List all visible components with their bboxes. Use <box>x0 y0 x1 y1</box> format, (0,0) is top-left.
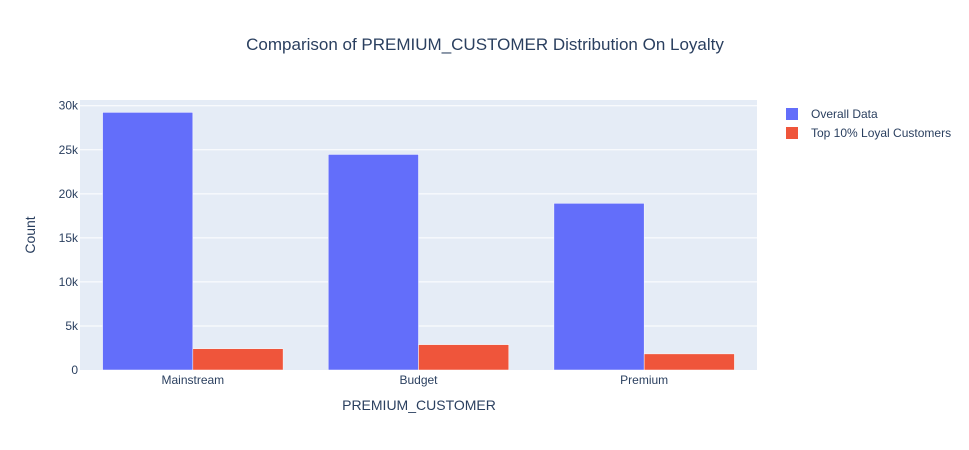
legend-swatch[interactable] <box>786 127 798 139</box>
legend-label[interactable]: Overall Data <box>811 107 878 121</box>
x-tick-label: Premium <box>620 373 668 387</box>
bar-budget-series-0[interactable] <box>327 154 419 371</box>
y-tick-label: 25k <box>59 143 79 157</box>
bar-premium-series-0[interactable] <box>553 203 645 371</box>
x-tick-label: Budget <box>399 373 438 387</box>
y-tick-label: 15k <box>59 231 79 245</box>
y-tick-label: 30k <box>59 99 79 113</box>
chart-title: Comparison of PREMIUM_CUSTOMER Distribut… <box>246 35 724 54</box>
y-tick-label: 20k <box>59 187 79 201</box>
legend-label[interactable]: Top 10% Loyal Customers <box>811 126 951 140</box>
legend-swatch[interactable] <box>786 108 798 120</box>
y-tick-label: 5k <box>65 319 79 333</box>
x-tick-label: Mainstream <box>161 373 224 387</box>
x-axis-ticks: Mainstream Budget Premium <box>161 373 668 387</box>
bar-mainstream-series-0[interactable] <box>102 112 194 371</box>
legend: Overall Data Top 10% Loyal Customers <box>786 107 951 140</box>
bar-budget-series-1[interactable] <box>418 344 510 371</box>
y-tick-label: 0 <box>71 363 78 377</box>
bar-mainstream-series-1[interactable] <box>192 348 284 371</box>
bars <box>102 112 735 371</box>
y-tick-label: 10k <box>59 275 79 289</box>
x-axis-title: PREMIUM_CUSTOMER <box>342 397 496 413</box>
y-axis-title: Count <box>22 216 38 253</box>
y-axis-ticks: 0 5k 10k 15k 20k 25k 30k <box>59 99 79 377</box>
bar-premium-series-1[interactable] <box>643 353 735 371</box>
